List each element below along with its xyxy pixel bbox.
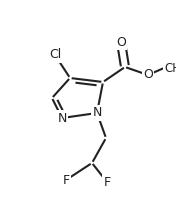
Text: CH₃: CH₃ (164, 62, 176, 74)
Text: F: F (62, 173, 70, 187)
Text: O: O (143, 68, 153, 82)
Text: N: N (92, 106, 102, 120)
Text: Cl: Cl (49, 48, 61, 62)
Text: N: N (57, 111, 67, 125)
Text: F: F (103, 176, 111, 188)
Text: O: O (116, 36, 126, 48)
